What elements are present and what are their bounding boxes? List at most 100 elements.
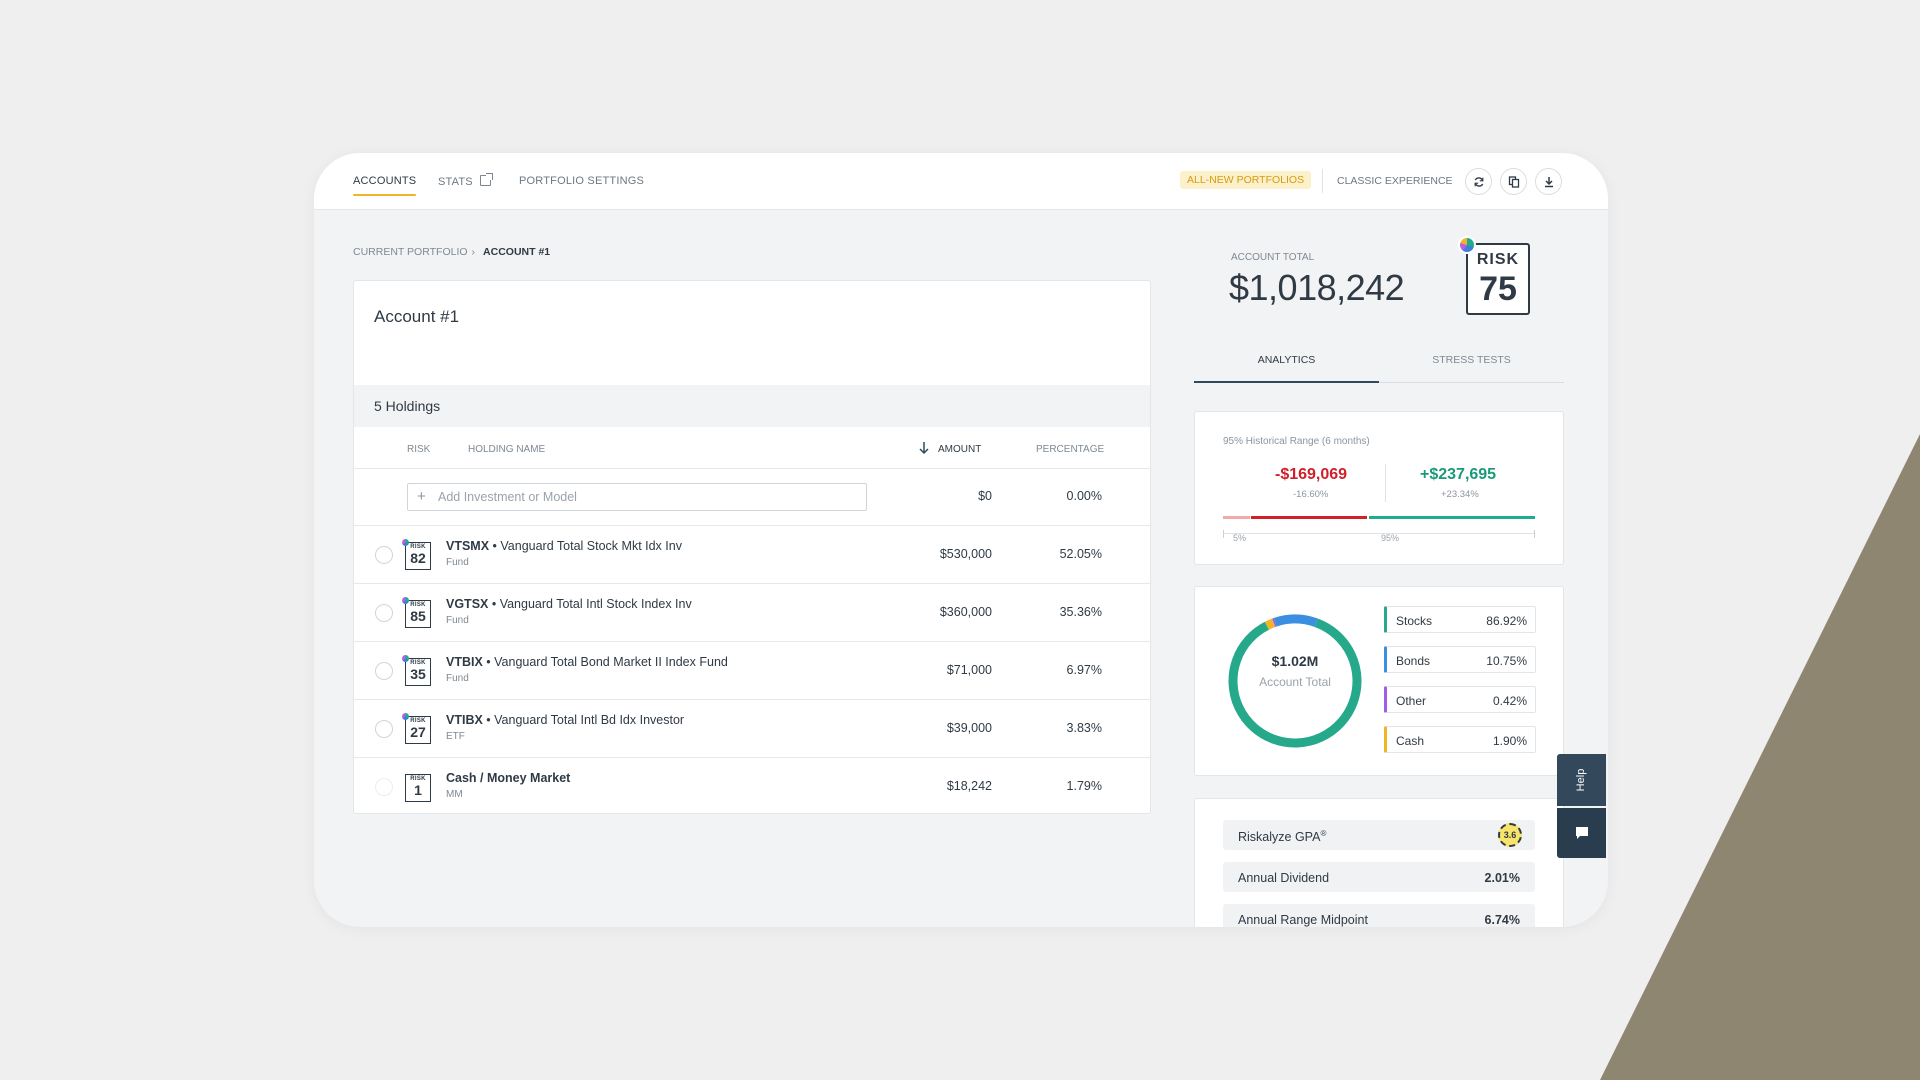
holding-percentage: 52.05% <box>1059 547 1102 561</box>
risk-number: 35 <box>410 666 426 682</box>
top-navigation: ACCOUNTS STATS PORTFOLIO SETTINGS ALL-NE… <box>314 153 1608 210</box>
holding-percentage: 3.83% <box>1066 721 1102 735</box>
stat-label: Riskalyze GPA® <box>1238 829 1326 844</box>
all-new-portfolios-link[interactable]: ALL-NEW PORTFOLIOS <box>1180 171 1312 189</box>
column-holding-name[interactable]: HOLDING NAME <box>468 444 546 455</box>
stats-panel: Riskalyze GPA® 3.6 Annual Dividend 2.01%… <box>1194 798 1564 927</box>
risk-score-badge: RISK 82 <box>402 539 431 570</box>
holding-name[interactable]: VGTSX • Vanguard Total Intl Stock Index … <box>446 597 692 611</box>
add-investment-input[interactable]: + Add Investment or Model <box>407 483 867 511</box>
breadcrumb-current: ACCOUNT #1 <box>483 246 551 258</box>
holding-fund-name: • Vanguard Total Intl Bd Idx Investor <box>482 713 685 727</box>
refresh-button[interactable] <box>1465 168 1492 195</box>
allocation-panel: $1.02M Account Total Stocks 86.92% Bonds 1… <box>1194 586 1564 776</box>
range-tick <box>1223 530 1224 538</box>
column-risk[interactable]: RISK <box>407 444 431 455</box>
copy-icon <box>1508 175 1519 188</box>
tab-stress-tests[interactable]: STRESS TESTS <box>1432 354 1511 366</box>
allocation-item-cash[interactable]: Cash 1.90% <box>1384 726 1536 753</box>
risk-label: RISK <box>410 776 426 782</box>
holding-name[interactable]: Cash / Money Market <box>446 771 570 785</box>
allocation-item-stocks[interactable]: Stocks 86.92% <box>1384 606 1536 633</box>
holding-name[interactable]: VTBIX • Vanguard Total Bond Market II In… <box>446 655 728 669</box>
download-button[interactable] <box>1535 168 1562 195</box>
breadcrumb: CURRENT PORTFOLIO › ACCOUNT #1 <box>353 246 550 258</box>
holding-type: Fund <box>446 673 469 684</box>
holding-type: Fund <box>446 615 469 626</box>
allocation-dot-icon <box>402 713 409 720</box>
allocation-dot-icon <box>402 597 409 604</box>
gpa-label-text: Riskalyze GPA <box>1238 830 1321 845</box>
stat-label: Annual Dividend <box>1238 871 1330 885</box>
holdings-count: 5 Holdings <box>374 398 441 414</box>
range-bar-negative <box>1251 516 1367 519</box>
allocation-donut-chart <box>1228 614 1362 748</box>
holding-fund-name: • Vanguard Total Stock Mkt Idx Inv <box>489 539 682 553</box>
nav-divider <box>1322 169 1323 193</box>
account-total-label: ACCOUNT TOTAL <box>1231 252 1315 263</box>
risk-label: RISK <box>410 660 426 666</box>
holding-amount: $18,242 <box>946 779 992 793</box>
holding-fund-name: • Vanguard Total Intl Stock Index Inv <box>488 597 692 611</box>
table-row[interactable]: RISK 85 VGTSX • Vanguard Total Intl Stock… <box>354 584 1150 642</box>
donut-center: $1.02M Account Total <box>1225 653 1365 689</box>
add-row-amount: $0 <box>978 489 992 503</box>
breadcrumb-parent[interactable]: CURRENT PORTFOLIO <box>353 246 468 258</box>
holding-ticker: VTBIX <box>446 655 483 669</box>
stat-gpa[interactable]: Riskalyze GPA® 3.6 <box>1223 820 1535 850</box>
allocation-name: Cash <box>1396 734 1425 748</box>
add-investment-row: + Add Investment or Model $0 0.00% <box>354 469 1150 526</box>
range-bar-tail <box>1223 516 1250 519</box>
holding-name[interactable]: VTSMX • Vanguard Total Stock Mkt Idx Inv <box>446 539 682 553</box>
stat-value: 6.74% <box>1484 913 1520 927</box>
analysis-tabs: ANALYTICS STRESS TESTS <box>1194 348 1564 383</box>
column-percentage[interactable]: PERCENTAGE <box>1036 444 1105 455</box>
donut-center-label: Account Total <box>1259 675 1331 689</box>
holding-type: ETF <box>446 731 465 742</box>
row-select-radio[interactable] <box>375 546 393 564</box>
nav-tab-stats[interactable]: STATS <box>438 173 493 188</box>
table-row[interactable]: RISK 27 VTIBX • Vanguard Total Intl Bd Id… <box>354 700 1150 758</box>
portfolio-risk-badge[interactable]: RISK 75 <box>1458 236 1530 315</box>
table-row[interactable]: RISK 1 Cash / Money Market MM $18,242 1.7… <box>354 758 1150 813</box>
allocation-item-bonds[interactable]: Bonds 10.75% <box>1384 646 1536 673</box>
copy-button[interactable] <box>1500 168 1527 195</box>
range-tick-label-low: 5% <box>1233 533 1247 543</box>
nav-tab-portfolio-settings[interactable]: PORTFOLIO SETTINGS <box>519 175 645 187</box>
donut-slice-bonds <box>1228 614 1362 748</box>
account-title: Account #1 <box>374 307 460 326</box>
row-select-radio[interactable] <box>375 720 393 738</box>
holding-percentage: 1.79% <box>1066 779 1102 793</box>
column-amount[interactable]: AMOUNT <box>938 444 982 455</box>
row-select-radio <box>375 778 393 796</box>
download-icon <box>1544 176 1553 187</box>
holding-amount: $360,000 <box>939 605 992 619</box>
historical-range-panel: 95% Historical Range (6 months) -$169,06… <box>1194 411 1564 565</box>
risk-label: RISK <box>1476 251 1520 268</box>
holding-fund-name: Cash / Money Market <box>446 771 571 785</box>
row-select-radio[interactable] <box>375 662 393 680</box>
holding-ticker: VGTSX <box>446 597 489 611</box>
chat-icon <box>1575 827 1588 839</box>
range-title: 95% Historical Range (6 months) <box>1223 436 1370 447</box>
range-bar-positive <box>1369 516 1535 519</box>
row-select-radio[interactable] <box>375 604 393 622</box>
stat-label: Annual Range Midpoint <box>1238 913 1368 927</box>
sort-down-icon[interactable] <box>918 441 930 455</box>
stat-annual-dividend: Annual Dividend 2.01% <box>1223 862 1535 892</box>
holding-amount: $530,000 <box>939 547 992 561</box>
help-button[interactable]: Help <box>1557 754 1606 806</box>
nav-tab-stats-label: STATS <box>438 176 473 188</box>
tab-analytics[interactable]: ANALYTICS <box>1194 348 1379 383</box>
classic-experience-link[interactable]: CLASSIC EXPERIENCE <box>1337 175 1453 187</box>
holding-name[interactable]: VTIBX • Vanguard Total Intl Bd Idx Inves… <box>446 713 684 727</box>
allocation-item-other[interactable]: Other 0.42% <box>1384 686 1536 713</box>
nav-tab-accounts[interactable]: ACCOUNTS <box>353 175 417 196</box>
range-tick <box>1534 530 1535 538</box>
table-row[interactable]: RISK 35 VTBIX • Vanguard Total Bond Marke… <box>354 642 1150 700</box>
account-total-value: $1,018,242 <box>1229 267 1405 308</box>
chat-button[interactable] <box>1557 808 1606 858</box>
refresh-icon <box>1474 176 1483 187</box>
table-row[interactable]: RISK 82 VTSMX • Vanguard Total Stock Mkt … <box>354 526 1150 584</box>
